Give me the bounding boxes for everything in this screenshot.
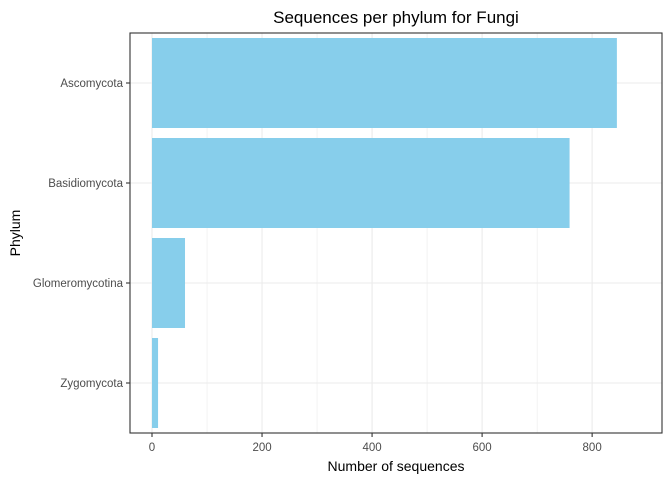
y-tick-label: Ascomycota bbox=[60, 78, 123, 90]
bar-basidiomycota bbox=[152, 138, 570, 228]
bars bbox=[152, 38, 617, 428]
y-tick-label: Glomeromycotina bbox=[33, 278, 124, 290]
x-tick-label: 200 bbox=[252, 442, 271, 454]
y-tick-label: Basidiomycota bbox=[48, 178, 123, 190]
bar-zygomycota bbox=[152, 338, 159, 428]
bar-glomeromycotina bbox=[152, 238, 186, 328]
x-axis-title: Number of sequences bbox=[328, 458, 465, 474]
chart-title: Sequences per phylum for Fungi bbox=[273, 8, 519, 27]
y-axis-ticks: Ascomycota Basidiomycota Glomeromycotina Zy… bbox=[33, 78, 130, 390]
x-axis-ticks: 0 200 400 600 800 bbox=[149, 433, 602, 454]
x-tick-label: 600 bbox=[473, 442, 492, 454]
bar-ascomycota bbox=[152, 38, 617, 128]
x-tick-label: 400 bbox=[362, 442, 381, 454]
x-tick-label: 800 bbox=[583, 442, 602, 454]
x-tick-label: 0 bbox=[149, 442, 155, 454]
y-axis-title: Phylum bbox=[7, 210, 23, 257]
panel-border bbox=[129, 32, 663, 434]
y-tick-label: Zygomycota bbox=[60, 378, 123, 390]
